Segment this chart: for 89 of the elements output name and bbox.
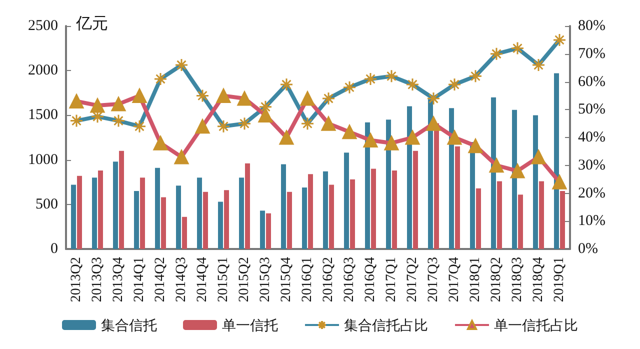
y2-tick-label: 0% — [578, 241, 598, 257]
bar — [329, 184, 334, 249]
bar — [119, 150, 124, 249]
x-tick-label: 2018Q4 — [531, 257, 546, 302]
x-tick-label: 2015Q2 — [237, 257, 252, 302]
bar — [260, 210, 265, 249]
bar — [491, 97, 496, 249]
y-tick-label: 1500 — [28, 107, 58, 124]
bar — [512, 110, 517, 249]
bar — [218, 202, 223, 249]
x-tick-label: 2018Q2 — [489, 257, 504, 302]
legend-label: 集合信托 — [101, 317, 157, 333]
y2-tick-label: 20% — [578, 185, 606, 202]
x-tick-label: 2015Q1 — [216, 257, 231, 302]
x-tick-label: 2017Q2 — [405, 257, 420, 302]
bar — [224, 190, 229, 249]
bar — [239, 178, 244, 249]
y2-tick-label: 30% — [578, 157, 606, 174]
bar — [365, 122, 370, 249]
x-tick-label: 2018Q1 — [468, 257, 483, 302]
bar — [287, 192, 292, 249]
x-tick-label: 2016Q3 — [342, 257, 357, 302]
bar — [518, 194, 523, 249]
bar — [302, 187, 307, 249]
bar — [455, 146, 460, 249]
x-tick-label: 2014Q4 — [195, 257, 210, 302]
y2-tick-label: 60% — [578, 74, 606, 90]
legend-label: 集合信托占比 — [344, 317, 428, 333]
bar — [407, 106, 412, 249]
y2-tick-label: 80% — [578, 18, 606, 34]
bar — [350, 179, 355, 249]
bar — [392, 170, 397, 249]
x-tick-label: 2015Q4 — [279, 257, 294, 302]
bar — [197, 178, 202, 249]
bar — [539, 181, 544, 249]
legend-label: 单一信托占比 — [494, 317, 578, 333]
x-tick-label: 2017Q1 — [384, 257, 399, 302]
y2-tick-label: 70% — [578, 46, 606, 62]
bar — [497, 181, 502, 249]
bar — [245, 163, 250, 249]
bar — [323, 171, 328, 249]
bar — [470, 142, 475, 249]
bar — [113, 162, 118, 249]
bar — [554, 73, 559, 249]
bar — [533, 115, 538, 249]
x-tick-label: 2013Q2 — [69, 257, 84, 302]
bar — [413, 150, 418, 249]
x-tick-label: 2014Q3 — [174, 257, 189, 302]
y2-tick-label: 40% — [578, 130, 606, 146]
bar — [308, 174, 313, 249]
bar — [344, 152, 349, 249]
x-tick-label: 2017Q3 — [426, 257, 441, 302]
bar — [134, 191, 139, 249]
x-tick-label: 2016Q2 — [321, 257, 336, 302]
bar — [203, 192, 208, 249]
y-tick-label: 1000 — [28, 152, 58, 168]
x-tick-label: 2019Q1 — [552, 257, 567, 302]
bar — [161, 197, 166, 249]
bar — [371, 168, 376, 249]
x-tick-label: 2014Q1 — [132, 257, 147, 302]
x-tick-label: 2013Q4 — [111, 257, 126, 302]
bar — [92, 178, 97, 249]
y-tick-label: 0 — [50, 241, 58, 257]
bar — [476, 188, 481, 249]
bar — [182, 216, 187, 249]
x-tick-label: 2017Q4 — [447, 257, 462, 302]
y-tick-label: 2500 — [28, 18, 58, 34]
bar — [140, 178, 145, 249]
x-tick-label: 2013Q3 — [90, 257, 105, 302]
bar — [155, 168, 160, 249]
y-tick-label: 500 — [36, 196, 58, 212]
x-tick-label: 2015Q3 — [258, 257, 273, 302]
y2-tick-label: 50% — [578, 102, 606, 118]
y-axis-title: 亿元 — [75, 16, 108, 32]
x-tick-label: 2016Q4 — [363, 257, 378, 302]
x-tick-label: 2014Q2 — [153, 257, 168, 302]
bar — [71, 184, 76, 249]
y2-tick-label: 10% — [578, 213, 606, 230]
bar — [98, 170, 103, 249]
legend-label: 单一信托 — [222, 317, 278, 333]
bar — [281, 164, 286, 249]
bar — [77, 176, 82, 249]
bar — [266, 213, 271, 249]
bar — [449, 108, 454, 249]
x-tick-label: 2016Q1 — [300, 257, 315, 302]
y-tick-label: 2000 — [28, 62, 58, 79]
bar — [176, 186, 181, 249]
bar — [560, 191, 565, 249]
x-tick-label: 2018Q3 — [510, 257, 525, 302]
